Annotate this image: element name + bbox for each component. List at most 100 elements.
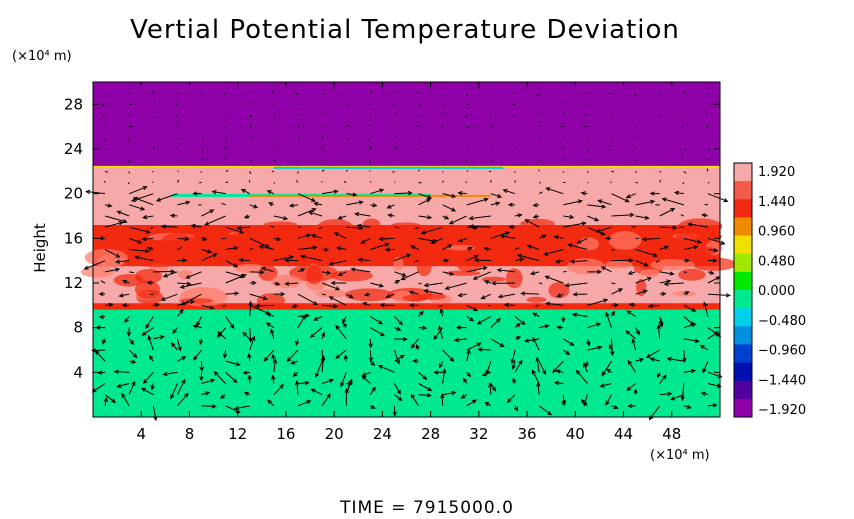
wind-vector [320,349,325,364]
wind-vector [320,331,326,339]
wind-vector [538,234,547,239]
wind-vector [543,249,564,256]
wind-vector [572,292,588,297]
wind-vector [545,301,564,306]
wind-vector [562,92,564,95]
boundary-line [273,166,503,169]
wind-vector [356,223,371,229]
wind-vector [707,158,711,161]
x-tick-label: 8 [185,425,195,443]
wind-vector [155,193,178,202]
wind-vector [488,137,492,140]
wind-vector [169,213,178,218]
wind-vector [368,137,371,141]
wind-vector [394,316,404,326]
wind-vector [561,316,566,323]
wind-vector [297,208,317,217]
wind-vector [634,159,636,162]
wind-vector [659,208,676,217]
wind-vector [225,157,227,161]
wind-vector [490,231,510,239]
wind-vector [177,299,196,306]
wind-vector [201,158,205,161]
wind-vector [378,236,395,242]
wind-vector [610,158,612,161]
wind-vector [297,268,306,273]
x-tick-label: 36 [518,425,537,443]
wind-vector [539,324,550,329]
wind-vector [538,135,541,139]
wind-vector [663,281,684,287]
wind-vector [625,330,636,340]
wind-vector [368,338,373,349]
wind-vector [597,199,612,206]
wind-vector [635,103,638,105]
wind-vector [439,308,444,317]
wind-vector [608,92,612,95]
wind-vector [490,148,493,151]
wind-vector [346,381,353,386]
wind-vector [150,226,154,229]
wind-vector [337,215,347,220]
wind-vector [242,370,250,375]
wind-vector [322,304,339,309]
streak [215,234,253,242]
wind-vector [141,327,154,336]
wind-vector [199,361,204,372]
wind-vector [83,260,106,270]
wind-vector [102,103,106,106]
wind-vector [193,349,202,361]
wind-vector [142,214,154,220]
wind-vector [103,396,108,406]
wind-vector [321,282,341,291]
wind-vector [308,211,323,217]
wind-vector [321,135,324,139]
wind-vector [134,255,154,262]
wind-vector [162,371,178,377]
x-tick-label: 16 [276,425,295,443]
wind-vector [394,383,401,395]
wind-vector [199,372,204,382]
wind-vector [423,289,443,295]
y-axis-label: Height [31,223,49,273]
wind-vector [659,137,662,140]
wind-vector [567,243,588,250]
wind-vector [683,91,686,94]
wind-vector [499,234,516,239]
wind-vector [659,115,662,117]
streak [135,280,161,299]
wind-vector [225,170,229,172]
wind-vector [102,115,106,117]
wind-vector [225,126,228,129]
wind-vector [586,137,589,140]
wind-vector [466,316,475,322]
wind-vector [416,148,419,151]
wind-vector [321,92,325,95]
wind-vector [605,311,612,328]
wind-vector [562,101,565,105]
colorbar-tick-label: 0.000 [758,284,795,299]
streak [325,228,342,246]
x-tick-label: 32 [469,425,488,443]
wind-vector [201,148,204,152]
wind-vector [145,316,154,330]
wind-vector [466,266,488,273]
wind-vector [707,248,719,253]
wind-vector [440,113,444,116]
wind-vector [587,215,600,222]
wind-vector [346,200,364,206]
wind-vector [343,322,348,328]
wind-vector [442,390,457,396]
colorbar-tick-label: 1.440 [758,195,795,210]
wind-vector [683,368,697,374]
streak [271,274,303,288]
wind-vector [442,193,457,199]
wind-vector [442,271,455,276]
wind-vector [531,369,540,384]
colorbar-cell [734,362,752,382]
wind-vector [444,282,467,291]
wind-vector [363,292,371,297]
wind-vector [611,193,630,203]
wind-vector [297,313,311,318]
wind-vector [635,327,640,336]
